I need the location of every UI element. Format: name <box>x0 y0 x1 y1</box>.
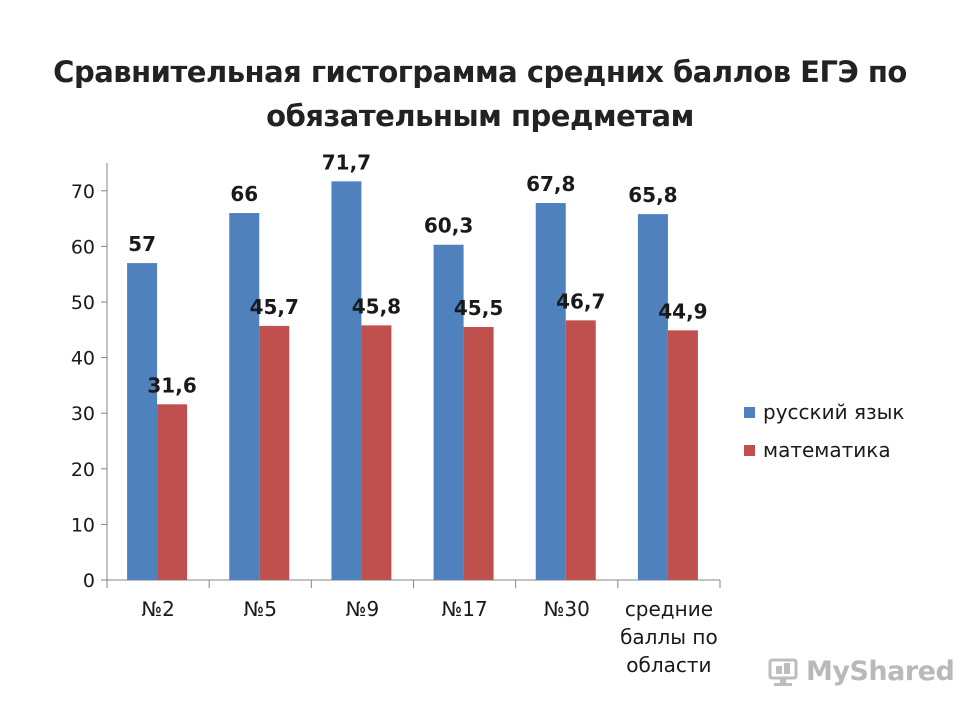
x-tick-label: средние баллы по области <box>620 597 718 677</box>
watermark-text: MyShared <box>806 656 955 687</box>
x-tick-label: №5 <box>243 597 277 621</box>
bar-russian <box>433 244 464 580</box>
data-label-russian: 71,7 <box>322 150 371 174</box>
bar-math <box>361 325 392 580</box>
y-tick-label: 30 <box>71 403 95 425</box>
legend-item-russian: русский язык <box>744 393 905 431</box>
data-label-math: 45,8 <box>352 294 401 318</box>
y-tick-label: 70 <box>71 181 95 203</box>
bar-math <box>667 330 698 580</box>
myshared-logo-icon <box>768 658 798 686</box>
bar-russian <box>127 263 158 580</box>
y-tick-label: 0 <box>83 570 95 592</box>
data-label-math: 45,5 <box>454 296 503 320</box>
watermark: MyShared <box>768 656 955 687</box>
bar-math <box>565 320 596 580</box>
data-label-russian: 67,8 <box>526 172 575 196</box>
y-tick-label: 20 <box>71 459 95 481</box>
y-tick-label: 50 <box>71 292 95 314</box>
bar-russian <box>535 203 566 581</box>
data-label-math: 45,7 <box>250 295 299 319</box>
bar-russian <box>637 214 668 581</box>
data-label-math: 31,6 <box>147 373 196 397</box>
data-label-russian: 65,8 <box>628 183 677 207</box>
bar-math <box>463 327 494 580</box>
y-tick-label: 10 <box>71 514 95 536</box>
y-tick-label: 60 <box>71 236 95 258</box>
legend-swatch-math <box>744 444 755 456</box>
legend: русский язык математика <box>744 393 905 469</box>
data-label-math: 46,7 <box>556 289 605 313</box>
legend-label-math: математика <box>763 438 891 462</box>
bar-math <box>259 325 290 580</box>
legend-swatch-russian <box>744 406 755 418</box>
legend-item-math: математика <box>744 431 905 469</box>
data-label-russian: 66 <box>230 182 258 206</box>
legend-label-russian: русский язык <box>763 400 905 424</box>
bar-russian <box>229 213 260 581</box>
data-label-russian: 57 <box>128 232 156 256</box>
x-tick-label: №30 <box>544 597 590 621</box>
x-tick-label: №2 <box>141 597 175 621</box>
bar-math <box>157 404 188 580</box>
bar-russian <box>331 181 362 580</box>
y-tick-label: 40 <box>71 348 95 370</box>
data-label-russian: 60,3 <box>424 214 473 238</box>
chart-title: Сравнительная гистограмма средних баллов… <box>53 55 907 133</box>
x-tick-label: №17 <box>441 597 487 621</box>
x-tick-label: №9 <box>346 597 380 621</box>
data-label-math: 44,9 <box>658 299 707 323</box>
